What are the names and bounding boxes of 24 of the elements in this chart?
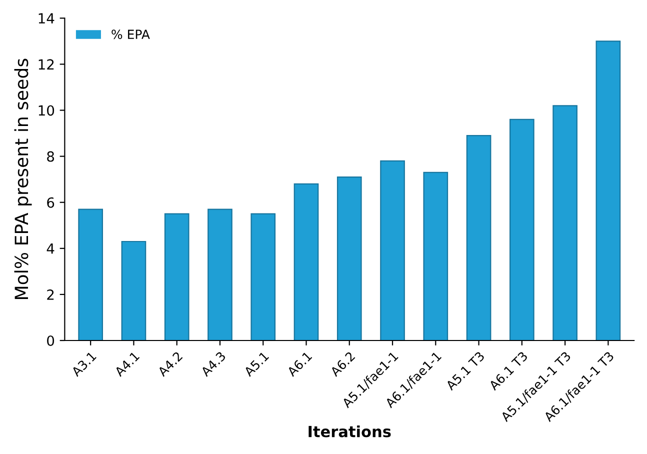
y-tick-label: 8 (47, 151, 54, 162)
bar (208, 208, 232, 340)
y-tick-label: 6 (47, 197, 54, 208)
y-tick-label: 4 (46, 244, 54, 254)
x-axis-title: Iterations (308, 425, 391, 438)
bar (336, 176, 362, 340)
bar (423, 172, 448, 340)
y-tick-label: 12 (38, 59, 54, 70)
bar (596, 40, 621, 340)
y-tick-label: 2 (47, 289, 54, 300)
bar (294, 183, 319, 340)
bar (250, 213, 276, 340)
bar (552, 105, 578, 340)
bar (466, 135, 492, 340)
bar (164, 213, 190, 340)
y-tick-label: 0 (47, 335, 54, 346)
bar (380, 160, 405, 340)
y-tick-label: 10 (38, 105, 54, 116)
bar (78, 208, 103, 340)
y-tick-label: 14 (38, 13, 54, 24)
legend-label: % EPA (112, 30, 150, 40)
y-axis-title: Mol% EPA present in seeds (14, 58, 32, 299)
bar (121, 240, 146, 340)
bar (509, 118, 534, 340)
